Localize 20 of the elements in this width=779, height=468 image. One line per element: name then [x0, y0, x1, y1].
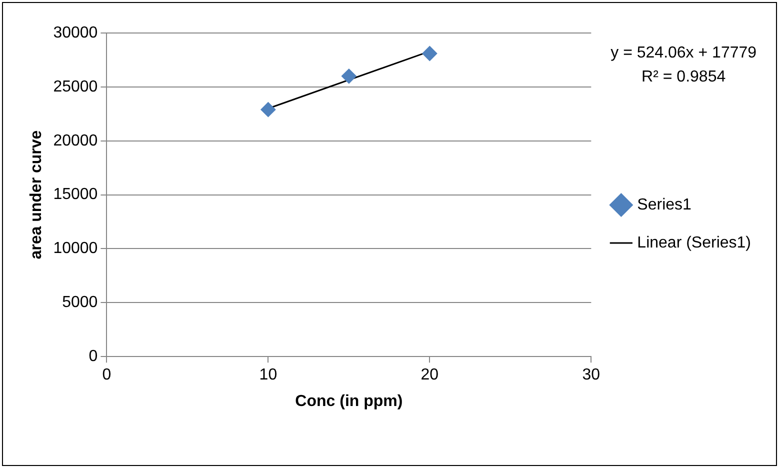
y-tick-label: 25000 [53, 78, 98, 96]
y-tick-label: 30000 [53, 24, 98, 42]
x-tick-label: 20 [420, 366, 439, 384]
y-tick-label: 15000 [53, 186, 98, 204]
point [422, 46, 438, 61]
y-tick-label: 20000 [53, 132, 98, 150]
legend-label: Linear (Series1) [637, 234, 751, 252]
x-tick-label: 10 [259, 366, 278, 384]
x-tick-label: 0 [102, 366, 112, 384]
text: y = 524.06x + 17779 [610, 44, 757, 62]
text: R² = 0.9854 [642, 68, 726, 86]
x-tick-label: 30 [582, 366, 600, 384]
point [260, 102, 276, 118]
x-axis-title: Conc (in ppm) [295, 392, 403, 410]
y-tick-label: 10000 [53, 240, 98, 258]
y-tick-label: 5000 [62, 294, 98, 312]
y-axis-title: area under curve [28, 130, 46, 260]
y-tick-label: 0 [88, 348, 98, 366]
legend-label: Series1 [637, 196, 692, 214]
point [341, 68, 356, 84]
